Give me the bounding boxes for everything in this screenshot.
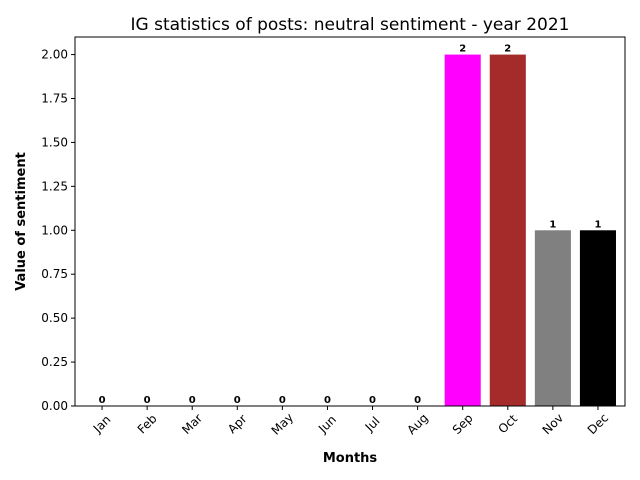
x-tick-label-jul: Jul	[362, 414, 383, 435]
bar-nov	[534, 230, 571, 406]
bar-dec	[579, 230, 616, 406]
x-tick-label-oct: Oct	[496, 412, 521, 437]
y-tick-label: 1.50	[41, 135, 68, 149]
data-label-mar: 0	[189, 395, 196, 406]
chart-title: IG statistics of posts: neutral sentimen…	[131, 15, 570, 35]
x-tick-label-nov: Nov	[540, 411, 566, 437]
bar-oct	[489, 54, 526, 406]
data-label-sep: 2	[459, 44, 466, 55]
data-label-jun: 0	[324, 395, 331, 406]
plot-frame	[74, 36, 626, 407]
x-axis: Jan Feb Mar Apr May Jun Jul Aug Sep Oct Nov Dec	[90, 406, 611, 438]
x-tick-label-aug: Aug	[404, 411, 430, 437]
y-tick-label: 1.75	[41, 92, 68, 106]
y-tick-label: 1.00	[41, 223, 68, 237]
data-label-dec: 1	[594, 219, 601, 230]
y-tick-label: 0.50	[41, 311, 68, 325]
data-label-may: 0	[279, 395, 286, 406]
data-label-aug: 0	[414, 395, 421, 406]
bars-group	[444, 54, 616, 406]
x-tick-label-dec: Dec	[585, 411, 611, 437]
x-tick-label-may: May	[269, 410, 296, 437]
x-tick-label-mar: Mar	[179, 411, 205, 437]
data-label-feb: 0	[144, 395, 151, 406]
x-tick-label-feb: Feb	[135, 412, 160, 437]
bar-sep	[444, 54, 481, 406]
data-label-apr: 0	[234, 395, 241, 406]
x-tick-label-sep: Sep	[450, 411, 476, 437]
x-tick-label-jan: Jan	[90, 413, 114, 437]
y-axis-label: Value of sentiment	[14, 152, 29, 291]
data-label-oct: 2	[504, 44, 511, 55]
data-label-nov: 1	[549, 219, 556, 230]
x-tick-label-apr: Apr	[225, 412, 250, 437]
y-tick-label: 0.25	[41, 355, 68, 369]
y-tick-label: 2.00	[41, 48, 68, 62]
data-labels-group: 0 0 0 0 0 0 0 0 2 2 1 1	[99, 44, 602, 406]
x-tick-label-jun: Jun	[315, 412, 339, 436]
y-tick-label: 0.75	[41, 267, 68, 281]
data-label-jan: 0	[99, 395, 106, 406]
y-tick-label: 1.25	[41, 179, 68, 193]
data-label-jul: 0	[369, 395, 376, 406]
x-axis-label: Months	[323, 451, 378, 466]
y-tick-label: 0.00	[41, 399, 68, 413]
y-axis: 0.00 0.25 0.50 0.75 1.00 1.25 1.50 1.75 2.00	[41, 48, 75, 413]
